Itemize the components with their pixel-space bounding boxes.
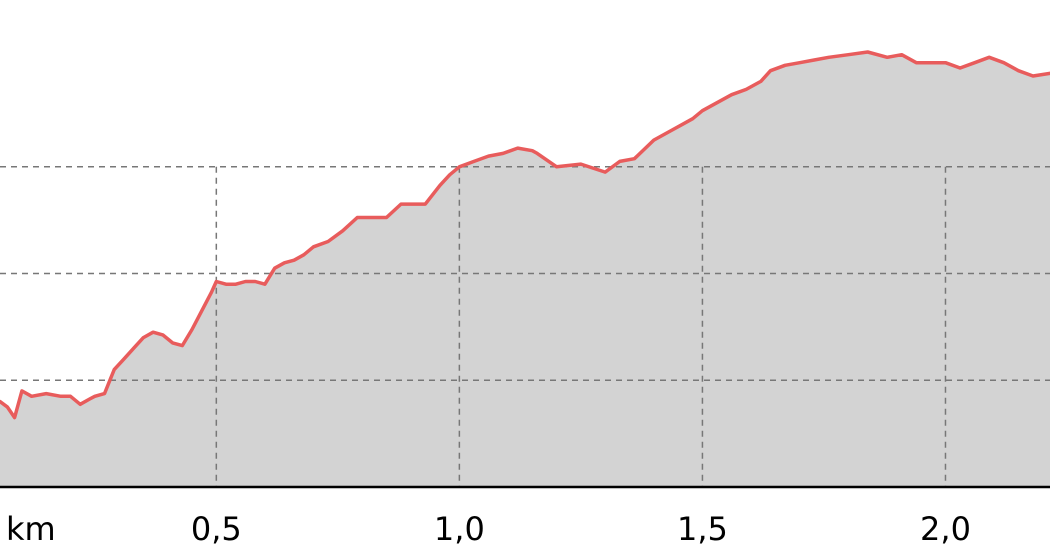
x-unit-label: km [6, 510, 56, 548]
x-tick-label: 1,0 [434, 510, 485, 548]
x-tick-label: 1,5 [677, 510, 728, 548]
grid [0, 166, 1050, 487]
elevation-area [0, 52, 1050, 487]
x-tick-labels: 0,5 1,0 1,5 2,0 [191, 510, 971, 548]
elevation-line [0, 50, 1050, 420]
x-tick-label: 2,0 [920, 510, 971, 548]
x-tick-label: 0,5 [191, 510, 242, 548]
